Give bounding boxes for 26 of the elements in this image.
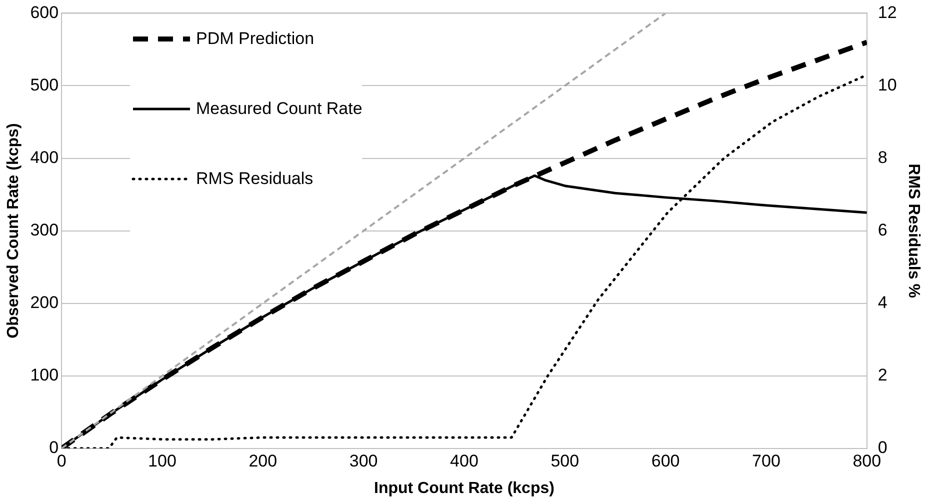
x-axis-title: Input Count Rate (kcps)	[374, 480, 554, 497]
legend-label: RMS Residuals	[196, 169, 314, 189]
y2-tick-label: 2	[878, 366, 888, 385]
y2-tick-label: 8	[878, 148, 888, 167]
y-tick-label: 600	[30, 2, 59, 22]
y-tick-label: 300	[30, 220, 59, 240]
y2-tick-label: 4	[878, 293, 888, 312]
y2-axis-title: RMS Residuals %	[904, 164, 922, 298]
legend-label: PDM Prediction	[196, 29, 314, 49]
y-axis-title: Observed Count Rate (kcps)	[5, 123, 22, 338]
legend-label: Measured Count Rate	[196, 99, 362, 119]
y-tick-label: 500	[30, 75, 59, 94]
y2-tick-label: 6	[878, 220, 888, 240]
y-tick-label: 200	[30, 293, 59, 312]
y2-tick-label: 10	[878, 75, 897, 94]
y-tick-label: 0	[49, 438, 59, 458]
x-tick-label: 100	[148, 451, 176, 470]
x-tick-label: 600	[651, 451, 680, 470]
y2-tick-label: 12	[878, 2, 897, 22]
x-tick-label: 200	[248, 451, 278, 470]
y-tick-label: 100	[30, 366, 59, 385]
x-tick-label: 300	[349, 451, 378, 470]
x-tick-label: 500	[550, 451, 580, 470]
x-tick-label: 400	[450, 451, 478, 470]
x-tick-label: 700	[752, 451, 780, 470]
y-tick-label: 400	[30, 148, 59, 167]
